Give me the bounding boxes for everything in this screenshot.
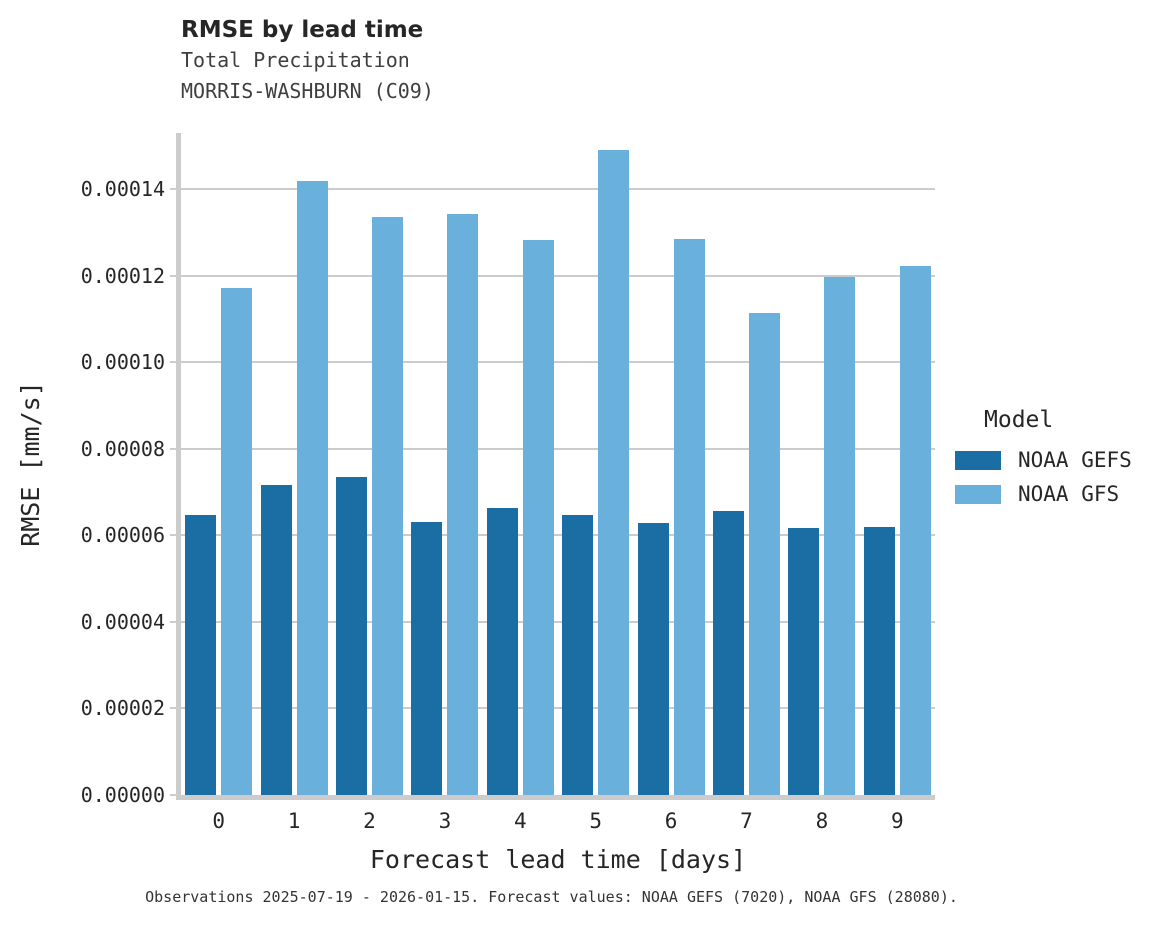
chart-station-subtitle: MORRIS-WASHBURN (C09) (181, 79, 434, 103)
y-axis-tick-label: 0.00006 (80, 523, 165, 548)
gridline (181, 274, 935, 277)
gridline (181, 620, 935, 623)
legend-item[interactable]: NOAA GEFS (955, 443, 1132, 477)
y-axis-tick-mark (170, 620, 178, 623)
y-axis-tick-mark (170, 707, 178, 710)
bar (824, 277, 856, 795)
footer-note: Observations 2025-07-19 - 2026-01-15. Fo… (145, 888, 958, 906)
x-axis-tick-label: 8 (815, 809, 829, 833)
y-axis-tick-label: 0.00010 (80, 350, 165, 375)
bar (185, 514, 217, 795)
y-axis-spine (176, 133, 181, 795)
y-axis-tick-label: 0.00000 (80, 783, 165, 807)
y-axis-tick-mark (170, 447, 178, 450)
x-axis-tick-label: 1 (287, 809, 301, 833)
bar (336, 477, 367, 795)
gridline (181, 707, 935, 710)
bar (713, 511, 744, 795)
bar (562, 515, 594, 795)
x-axis-tick-label: 3 (438, 809, 452, 833)
gridline (181, 447, 935, 450)
y-axis-tick-mark (170, 794, 178, 796)
legend-item-label: NOAA GEFS (1018, 447, 1132, 472)
bar (598, 150, 630, 795)
bar (637, 522, 669, 795)
y-axis-tick-label: 0.00012 (80, 263, 165, 288)
bar (899, 266, 931, 795)
legend-item-label: NOAA GFS (1018, 481, 1120, 506)
gridline (181, 361, 935, 364)
x-axis-tick-label: 6 (664, 809, 678, 833)
legend-item[interactable]: NOAA GFS (955, 477, 1132, 511)
gridline (181, 188, 935, 191)
y-axis-tick-label: 0.00014 (80, 177, 165, 202)
bar (863, 526, 895, 795)
y-axis-tick-mark (170, 534, 178, 537)
legend-color-swatch (955, 484, 1001, 504)
chart-subtitle: Total Precipitation (181, 48, 410, 72)
x-axis-tick-label: 7 (740, 809, 753, 833)
x-axis-tick-label: 5 (589, 809, 603, 833)
y-axis-tick-mark (170, 361, 178, 364)
x-axis-tick-label: 2 (363, 809, 376, 833)
page-title: RMSE by lead time (181, 17, 424, 43)
x-axis-tick-label: 0 (212, 809, 226, 833)
bar (788, 528, 820, 795)
bar (260, 485, 292, 795)
bar (296, 181, 328, 795)
legend: Model NOAA GEFS NOAA GFS (955, 407, 1132, 511)
bar (221, 287, 253, 795)
x-axis-label: Forecast lead time [days] (369, 845, 747, 874)
bar (411, 521, 443, 795)
legend-items: NOAA GEFS NOAA GFS (955, 443, 1132, 511)
bar (673, 239, 705, 795)
y-axis-tick-label: 0.00008 (80, 436, 165, 461)
x-axis-spine (176, 795, 935, 800)
x-axis-tick-label: 4 (513, 809, 527, 833)
bar (447, 214, 479, 795)
legend-color-swatch (955, 450, 1001, 470)
legend-title: Model (984, 407, 1054, 433)
bar (486, 508, 518, 795)
y-axis-label: RMSE [mm/s] (16, 381, 45, 547)
y-axis-tick-label: 0.00002 (80, 696, 165, 721)
bar (372, 216, 403, 795)
x-axis-tick-label: 9 (890, 809, 904, 833)
y-axis-tick-mark (170, 274, 178, 277)
title-block: RMSE by lead time Total Precipitation MO… (181, 16, 434, 107)
bar (749, 313, 780, 795)
y-axis-tick-label: 0.00004 (80, 609, 165, 634)
bar (522, 239, 554, 795)
chart-plot-area: 0.00000 0.00002 0.00004 0.00006 0.00008 0.000… (81, 133, 935, 832)
y-axis-tick-mark (170, 188, 178, 191)
gridline (181, 534, 935, 537)
